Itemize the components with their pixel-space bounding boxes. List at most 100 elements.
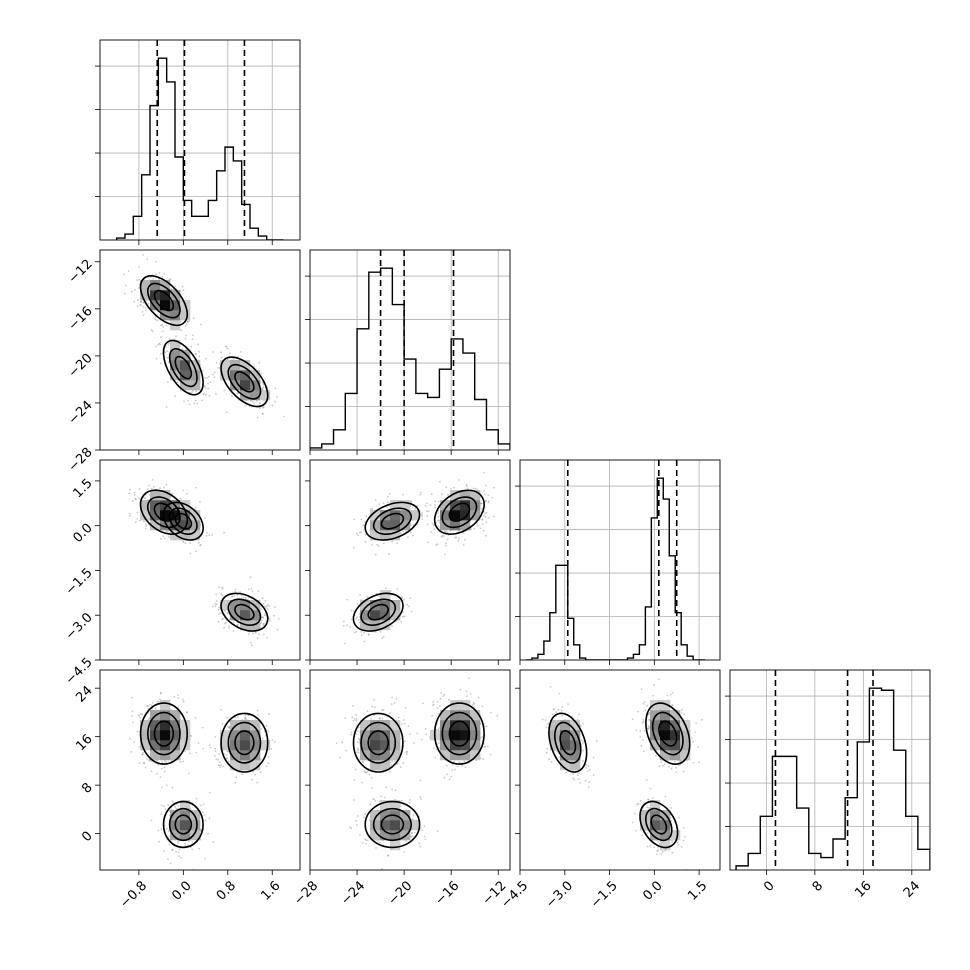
sample-point [230,395,233,398]
sample-point [274,400,276,403]
density-cell [250,370,261,381]
sample-point [277,618,280,620]
sample-point [447,493,449,496]
sample-point [377,545,380,547]
sample-point [357,751,360,754]
sample-point [373,714,375,717]
sample-point [140,300,143,303]
sample-point [451,763,454,766]
sample-point [236,624,239,626]
sample-point [181,285,184,288]
sample-point [204,857,206,860]
sample-point [184,842,187,845]
sample-point [261,388,264,390]
density-cell [390,520,401,531]
density-cell [390,530,401,541]
sample-point [215,393,217,395]
sample-point [218,761,221,764]
sample-point [371,787,373,789]
density-cell [170,740,181,751]
sample-point [445,542,447,545]
sample-point [261,412,264,415]
sample-point [188,320,191,323]
sample-point [138,287,141,290]
sample-point [459,688,462,691]
sample-point [182,760,185,763]
sample-point [212,373,215,376]
sample-point [176,807,178,810]
sample-point [158,701,160,703]
sample-point [362,524,365,526]
sample-point [136,305,139,307]
sample-point [160,537,162,540]
sample-point [192,390,194,392]
sample-point [419,796,422,798]
density-cell [250,730,261,741]
density-cell [260,740,271,751]
sample-point [419,493,421,496]
sample-point [213,755,216,757]
density-cell [380,740,391,751]
sample-point [166,356,168,359]
sample-point [191,338,194,341]
sample-point [131,696,133,699]
sample-point [487,494,490,497]
sample-point [370,508,372,511]
contours [139,489,269,632]
density-cell [250,740,261,751]
sample-point [351,716,354,719]
sample-point [262,624,265,626]
sample-point [150,329,153,331]
sample-point [142,314,145,316]
sample-point [190,345,193,348]
sample-point [409,836,412,838]
sample-point [432,701,435,703]
density-cell [170,730,181,741]
density-cell [250,720,261,731]
sample-point [432,704,434,707]
panel-2-2 [515,459,721,665]
contour-line [174,814,193,835]
sample-point [371,507,374,510]
sample-point [410,832,413,835]
sample-point [218,613,221,616]
sample-point [355,733,358,735]
density-cell [170,510,181,521]
sample-point [381,637,384,640]
sample-point [223,622,226,625]
sample-point [236,593,239,596]
sample-point [487,516,490,519]
panel-content [342,471,495,645]
sample-point [265,607,267,609]
sample-point [197,742,200,745]
sample-point [273,606,276,608]
contour-line [147,711,181,756]
sample-point [269,620,271,622]
sample-point [217,608,220,611]
density-cell [410,820,421,831]
sample-point [159,698,161,701]
sample-point [141,310,144,313]
sample-point [436,830,439,832]
sample-point [234,590,237,593]
sample-point [373,698,375,701]
sample-point [426,515,429,517]
sample-point [259,771,262,773]
sample-point [227,726,230,729]
density-cell [440,720,451,731]
contour-line [162,800,204,849]
sample-point [159,487,161,489]
sample-point [437,742,440,744]
density-cell [380,720,391,731]
sample-point [162,325,165,328]
sample-point [453,486,455,489]
sample-point [146,488,149,490]
density-cell [470,710,481,721]
density-cell [260,390,271,401]
sample-point [161,786,163,789]
sample-point [202,747,205,750]
sample-point [420,491,422,494]
sample-point [473,703,476,705]
sample-point [421,829,423,832]
sample-point [410,832,413,834]
